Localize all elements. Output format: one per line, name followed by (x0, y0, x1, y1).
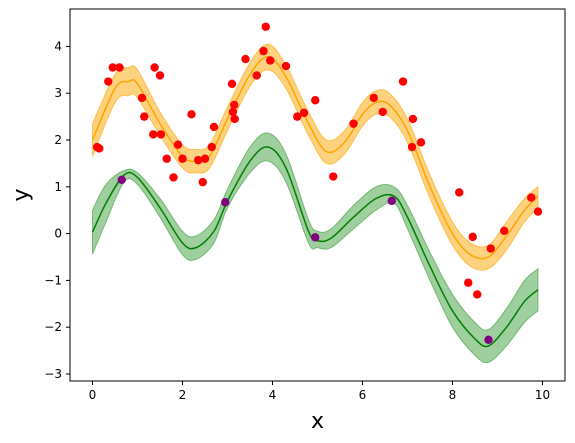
confidence-bands (92, 43, 539, 364)
x-tick-label: 6 (359, 388, 367, 402)
y-tick-label: 0 (54, 227, 62, 241)
y-axis-ticks: −3 −2 −1 0 1 2 3 4 (44, 39, 70, 381)
data-point (408, 114, 418, 124)
data-point (108, 63, 117, 72)
data-point (173, 140, 183, 149)
data-point (378, 107, 387, 117)
data-point (140, 112, 149, 121)
data-point (137, 93, 147, 103)
data-point (259, 46, 268, 56)
data-point (241, 54, 250, 64)
data-point (281, 61, 291, 71)
x-tick-label: 2 (179, 388, 187, 402)
y-tick-label: −2 (44, 320, 62, 334)
mean-line-0 (91, 55, 539, 260)
data-point (311, 96, 320, 105)
y-tick-label: −1 (44, 273, 62, 287)
data-point (221, 198, 230, 207)
x-tick-label: 10 (535, 388, 550, 402)
data-point (369, 93, 378, 103)
data-point (198, 177, 207, 187)
data-point (104, 77, 113, 86)
x-tick-label: 0 (89, 388, 97, 402)
data-point (187, 110, 196, 119)
data-point (500, 226, 509, 235)
data-point (252, 71, 261, 80)
scatter-points (92, 22, 543, 345)
data-point (455, 188, 464, 197)
x-tick-label: 4 (269, 388, 277, 402)
data-point (178, 154, 187, 163)
data-point (311, 233, 320, 242)
data-point (209, 122, 219, 132)
y-tick-label: 1 (54, 180, 62, 194)
data-point (387, 196, 396, 206)
y-tick-label: −3 (44, 367, 62, 381)
data-point (149, 130, 158, 139)
data-point (473, 290, 482, 299)
data-point (266, 56, 275, 65)
data-point (228, 107, 238, 117)
data-point (533, 207, 543, 216)
data-point (468, 232, 477, 242)
data-point (200, 154, 210, 163)
data-point (162, 154, 171, 163)
data-point (486, 244, 495, 253)
y-tick-label: 2 (54, 133, 62, 147)
x-axis-label: x (311, 409, 324, 434)
x-tick-label: 8 (449, 388, 457, 402)
data-point (329, 172, 338, 181)
y-tick-label: 4 (54, 39, 62, 53)
data-point (155, 71, 165, 80)
data-point (527, 193, 536, 202)
plot-frame (69, 8, 566, 382)
data-point (95, 144, 104, 153)
data-point (407, 142, 417, 152)
data-point (115, 63, 124, 72)
y-tick-label: 3 (54, 86, 62, 100)
data-point (398, 77, 408, 86)
data-point (117, 175, 126, 184)
data-point (299, 108, 309, 118)
data-point (150, 63, 159, 72)
confidence-band-1 (92, 132, 539, 364)
data-point (464, 278, 473, 287)
y-axis-label: y (9, 188, 34, 201)
data-point (484, 335, 493, 345)
data-point (207, 142, 216, 152)
data-point (156, 130, 166, 139)
data-point (227, 79, 237, 89)
data-point (293, 112, 302, 121)
data-point (230, 114, 239, 124)
data-point (169, 173, 178, 182)
data-point (416, 138, 426, 147)
data-point (261, 22, 270, 31)
x-axis-ticks: 0 2 4 6 8 10 (89, 381, 550, 402)
data-point (349, 119, 358, 128)
data-point (230, 100, 239, 110)
data-point (194, 155, 203, 165)
